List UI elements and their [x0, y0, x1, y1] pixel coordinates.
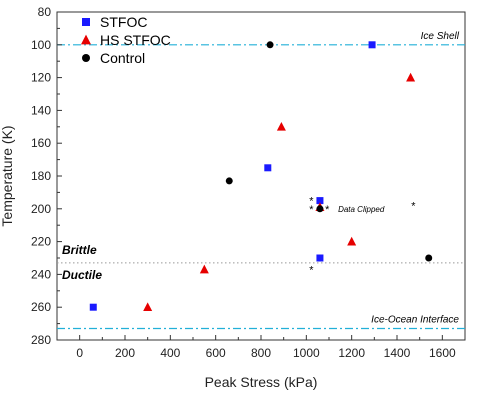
point-stfoc-3	[316, 254, 324, 262]
brittle-label: Brittle	[62, 243, 97, 257]
point-stfoc-4	[368, 41, 376, 49]
y-tick-label-2: 120	[31, 71, 51, 85]
legend-marker-1	[81, 34, 91, 45]
y-tick-label-10: 280	[31, 333, 51, 347]
asterisk-0: *	[309, 196, 314, 208]
point-hs-stfoc-4	[347, 236, 357, 246]
point-hs-stfoc-5	[406, 72, 416, 82]
point-control-1	[266, 41, 274, 49]
y-tick-label-0: 80	[38, 5, 52, 19]
point-control-2	[316, 205, 324, 213]
reference-lines: Ice Shell Ice-Ocean Interface Brittle Ducti…	[57, 31, 465, 330]
x-tick-label-8: 1600	[429, 346, 456, 360]
y-tick-label-9: 260	[31, 300, 51, 314]
point-stfoc-2	[316, 197, 324, 205]
point-control-0	[225, 177, 233, 185]
plot-area	[56, 11, 466, 341]
legend-marker-0	[82, 18, 90, 26]
x-tick-label-0: 0	[76, 346, 83, 360]
y-tick-label-1: 100	[31, 38, 51, 52]
y-tick-label-6: 200	[31, 202, 51, 216]
legend-marker-2	[82, 54, 90, 62]
x-axis: 0 200 400 600 800 1000 1200 1400 1600	[56, 335, 466, 360]
y-tick-label-3: 140	[31, 103, 51, 117]
asterisk-2: *	[325, 204, 330, 216]
asterisk-3: *	[309, 264, 314, 276]
ductile-label: Ductile	[62, 268, 102, 282]
point-hs-stfoc-1	[199, 264, 209, 274]
point-stfoc-1	[264, 164, 272, 172]
x-tick-label-7: 1400	[384, 346, 411, 360]
y-tick-label-7: 220	[31, 235, 51, 249]
x-tick-label-6: 1200	[338, 346, 365, 360]
point-hs-stfoc-2	[276, 121, 286, 131]
point-hs-stfoc-0	[143, 302, 153, 312]
legend-label-1: HS STFOC	[100, 32, 171, 48]
asterisk-1: *	[309, 204, 314, 216]
legend-label-2: Control	[100, 50, 145, 66]
x-tick-label-5: 1000	[293, 346, 320, 360]
legend-label-0: STFOC	[100, 14, 147, 30]
data-points	[89, 41, 433, 312]
point-control-3	[425, 254, 433, 262]
legend: STFOC HS STFOC Control	[81, 14, 171, 66]
y-tick-label-8: 240	[31, 267, 51, 281]
x-tick-label-3: 600	[206, 346, 226, 360]
point-stfoc-0	[89, 303, 97, 311]
x-axis-title: Peak Stress (kPa)	[205, 374, 318, 390]
y-tick-label-5: 180	[31, 169, 51, 183]
data-clipped-label: Data Clipped	[338, 205, 385, 214]
y-tick-label-4: 160	[31, 136, 51, 150]
y-axis-title: Temperature (K)	[0, 125, 15, 226]
annotations: ** ***Data Clipped	[309, 196, 416, 277]
x-tick-label-2: 400	[160, 346, 180, 360]
x-tick-label-4: 800	[251, 346, 271, 360]
x-tick-label-1: 200	[115, 346, 135, 360]
reference-line-label-0: Ice Shell	[421, 31, 460, 42]
asterisk-4: *	[411, 201, 416, 213]
y-axis: 80 100 120 140 160 180 200 220 240 260 280	[31, 5, 62, 347]
reference-line-label-1: Ice-Ocean Interface	[371, 315, 459, 326]
